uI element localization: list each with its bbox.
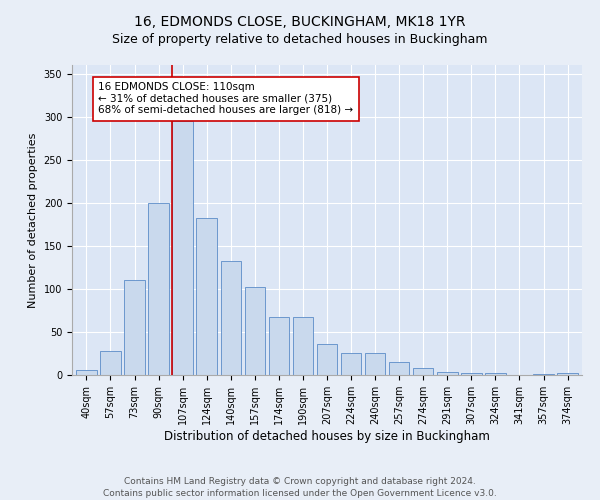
- X-axis label: Distribution of detached houses by size in Buckingham: Distribution of detached houses by size …: [164, 430, 490, 443]
- Text: Contains HM Land Registry data © Crown copyright and database right 2024.
Contai: Contains HM Land Registry data © Crown c…: [103, 476, 497, 498]
- Bar: [221, 262, 241, 375]
- Text: Size of property relative to detached houses in Buckingham: Size of property relative to detached ho…: [112, 32, 488, 46]
- Bar: [76, 370, 97, 375]
- Bar: [437, 372, 458, 375]
- Bar: [269, 318, 289, 375]
- Bar: [341, 352, 361, 375]
- Bar: [389, 362, 409, 375]
- Bar: [172, 121, 193, 375]
- Bar: [245, 287, 265, 375]
- Bar: [557, 374, 578, 375]
- Bar: [485, 374, 506, 375]
- Bar: [293, 318, 313, 375]
- Bar: [317, 344, 337, 375]
- Bar: [365, 352, 385, 375]
- Bar: [124, 280, 145, 375]
- Bar: [413, 368, 433, 375]
- Bar: [196, 218, 217, 375]
- Y-axis label: Number of detached properties: Number of detached properties: [28, 132, 38, 308]
- Text: 16, EDMONDS CLOSE, BUCKINGHAM, MK18 1YR: 16, EDMONDS CLOSE, BUCKINGHAM, MK18 1YR: [134, 15, 466, 29]
- Bar: [533, 374, 554, 375]
- Bar: [148, 203, 169, 375]
- Bar: [461, 374, 482, 375]
- Text: 16 EDMONDS CLOSE: 110sqm
← 31% of detached houses are smaller (375)
68% of semi-: 16 EDMONDS CLOSE: 110sqm ← 31% of detach…: [98, 82, 353, 116]
- Bar: [100, 351, 121, 375]
